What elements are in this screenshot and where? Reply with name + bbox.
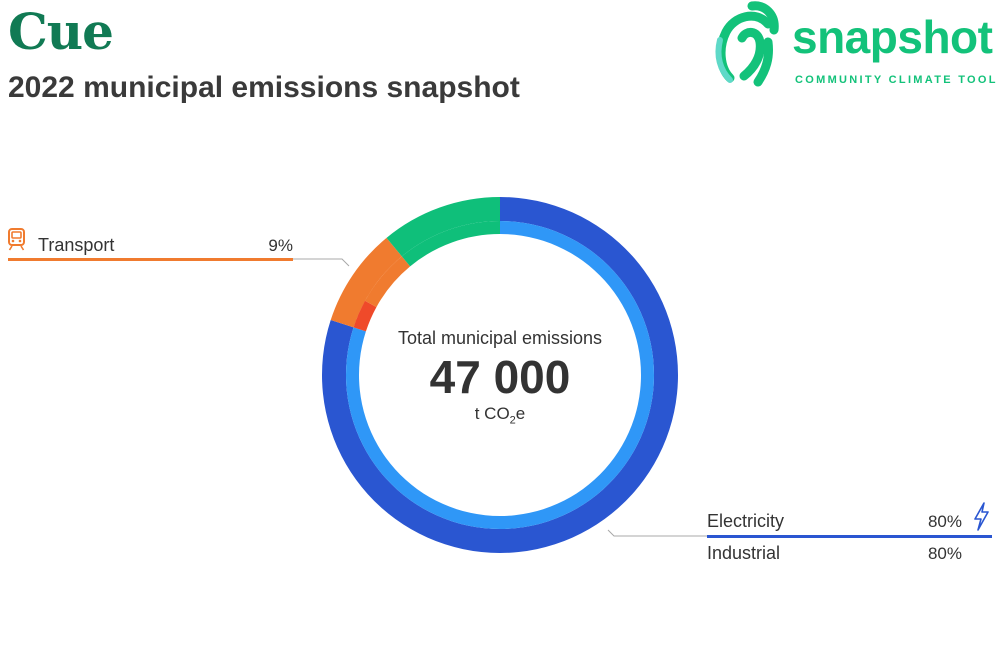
legend-industrial-label: Industrial: [707, 543, 781, 563]
fingerprint-logo-icon: [715, 1, 779, 87]
logo-wordmark: snapshot: [792, 11, 993, 63]
legend-industrial-value: 80%: [927, 544, 962, 563]
logo-tagline: COMMUNITY CLIMATE TOOL: [795, 74, 998, 86]
outer-ring-slice-transport: [330, 237, 402, 328]
legend-electricity-bar: [707, 535, 992, 538]
place-name: Cue: [8, 2, 114, 61]
page-subtitle: 2022 municipal emissions snapshot: [8, 71, 520, 104]
legend-transport-bar: [8, 258, 293, 261]
center-total-label: Total municipal emissions: [397, 328, 603, 348]
inner-ring-slice-segment-2: [353, 300, 377, 332]
center-total-value: 47 000: [429, 351, 571, 403]
outer-ring-slice-segment-3: [386, 197, 500, 257]
train-icon: [8, 228, 25, 251]
center-total-unit: t CO2e: [474, 404, 526, 427]
inner-ring-slice-segment-3: [365, 256, 411, 308]
legend-electricity-value: 80%: [927, 512, 962, 531]
snapshot-logo: snapshot COMMUNITY CLIMATE TOOL: [712, 0, 1000, 92]
transport-leader-line: [292, 258, 350, 267]
legend-transport-label: Transport: [38, 235, 115, 255]
legend-transport-value: 9%: [268, 236, 293, 255]
electricity-leader-line: [607, 529, 707, 537]
legend-electricity-label: Electricity: [707, 511, 785, 531]
inner-ring-slice-segment-4: [401, 221, 500, 267]
lightning-icon: [974, 502, 989, 531]
